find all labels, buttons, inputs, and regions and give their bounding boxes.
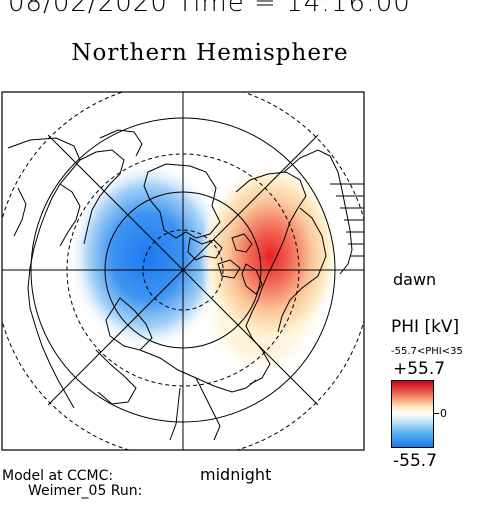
frame-ticks (330, 183, 364, 257)
colorbar (391, 380, 434, 448)
datetime-label: 08/02/2020 Time = 14:16:00 (8, 0, 411, 18)
colorbar-max-label: +55.7 (393, 359, 446, 379)
meridian-diag-2 (47, 134, 319, 406)
colorbar-zero-label: 0 (440, 407, 447, 420)
coastlines (7, 129, 353, 441)
run-label: Weimer_05 Run: (28, 483, 143, 499)
polar-map-plot (1, 91, 365, 451)
negative-potential-cell (68, 161, 228, 351)
dawn-label: dawn (393, 270, 437, 289)
colorbar-zero-tick (434, 413, 439, 414)
colorbar-min-label: -55.7 (393, 451, 437, 471)
positive-potential-cell (200, 164, 340, 348)
midnight-label: midnight (200, 465, 272, 484)
colorbar-title: PHI [kV] (391, 317, 460, 337)
plot-title: Northern Hemisphere (71, 40, 349, 66)
model-label: Model at CCMC: (2, 468, 114, 484)
colorbar-range-label: -55.7<PHI<35 (391, 346, 463, 357)
